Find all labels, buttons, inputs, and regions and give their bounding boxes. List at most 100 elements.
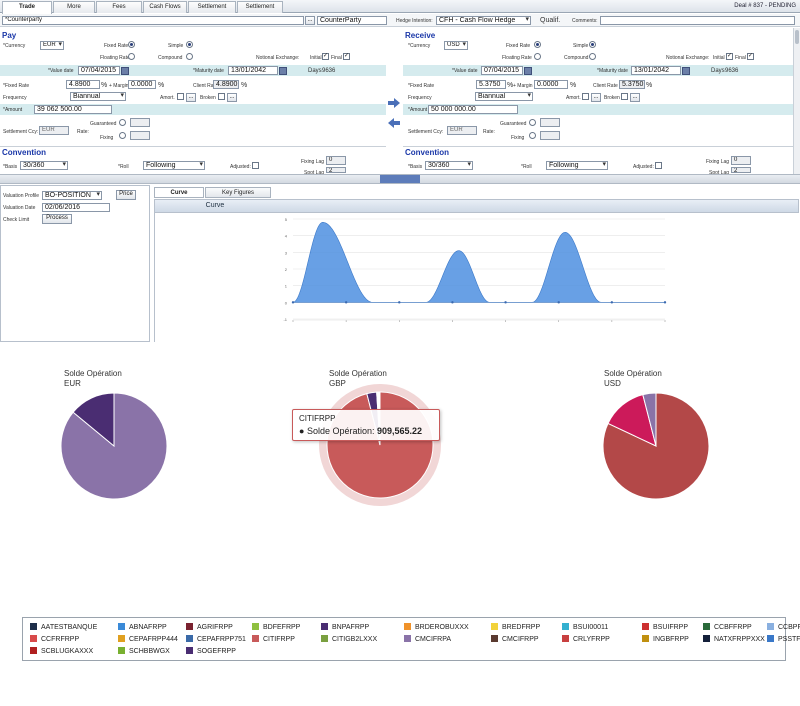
- legend-item[interactable]: CMCIFRPA: [404, 635, 451, 643]
- receive-fixing-radio[interactable]: [529, 132, 536, 139]
- legend-item[interactable]: BSUIFRPP: [642, 623, 688, 631]
- legend-item[interactable]: AGRIFRPP: [186, 623, 233, 631]
- receive-simple-radio[interactable]: [589, 41, 596, 48]
- curve-point[interactable]: [610, 301, 614, 304]
- curve-point[interactable]: [291, 301, 295, 304]
- legend-item[interactable]: INGBFRPP: [642, 635, 689, 643]
- legend-item[interactable]: NATXFRPPXXX: [703, 635, 765, 643]
- tab-cash-flows[interactable]: Cash Flows: [143, 1, 187, 13]
- splitter-handle[interactable]: [380, 175, 420, 183]
- legend-item[interactable]: SCBLUGKAXXX: [30, 647, 93, 655]
- legend-item[interactable]: BNPAFRPP: [321, 623, 369, 631]
- calendar-icon[interactable]: [524, 67, 532, 75]
- legend-item[interactable]: CCFRFRPP: [30, 635, 79, 643]
- pay-broken-checkbox[interactable]: [218, 93, 225, 100]
- pie-slice-natxfrppxxx[interactable]: [72, 392, 115, 448]
- legend-item[interactable]: CEPAFRPP444: [118, 635, 178, 643]
- tab-settlement-flows[interactable]: Settlement Flows: [188, 1, 236, 21]
- legend-item[interactable]: SCHBBWGX: [118, 647, 170, 655]
- receive-fixed-rate-input[interactable]: 5.3750: [476, 80, 506, 89]
- pay-fixed-rate-input[interactable]: 4.8900: [66, 80, 100, 89]
- tab-curve[interactable]: Curve: [154, 187, 204, 198]
- curve-point[interactable]: [504, 301, 507, 304]
- receive-broken-button[interactable]: ...: [630, 93, 640, 102]
- tab-fees[interactable]: Fees: [96, 1, 142, 13]
- receive-amort-button[interactable]: ...: [591, 93, 601, 102]
- pay-broken-button[interactable]: ...: [227, 93, 237, 102]
- legend-item[interactable]: PSSTFRPP: [767, 635, 800, 643]
- receive-broken-checkbox[interactable]: [621, 93, 628, 100]
- tab-key-figures[interactable]: Key Figures: [205, 187, 271, 198]
- receive-amort-checkbox[interactable]: [582, 93, 589, 100]
- curve-point[interactable]: [451, 301, 454, 304]
- legend-item[interactable]: BSUI00011: [562, 623, 608, 631]
- receive-roll-select[interactable]: Following: [546, 161, 608, 170]
- pay-floating-rate-radio[interactable]: [128, 53, 135, 60]
- pie-slice-cmcifrpa[interactable]: [642, 392, 657, 447]
- receive-frequency-select[interactable]: Biannual: [475, 92, 533, 101]
- curve-point[interactable]: [344, 301, 348, 304]
- pie-chart-gbp[interactable]: [318, 383, 442, 507]
- pay-margin-input[interactable]: 0.0000: [128, 80, 156, 89]
- receive-guaranteed-radio[interactable]: [529, 119, 536, 126]
- receive-fixing-lag-input[interactable]: 0: [731, 156, 751, 165]
- receive-spot-lag-input[interactable]: 2: [731, 167, 751, 173]
- receive-value-date-input[interactable]: 07/04/2015: [481, 66, 523, 75]
- calendar-icon[interactable]: [121, 67, 129, 75]
- pay-guaranteed-radio[interactable]: [119, 119, 126, 126]
- receive-basis-select[interactable]: 30/360: [425, 161, 473, 170]
- calendar-icon[interactable]: [682, 67, 690, 75]
- pay-final-checkbox[interactable]: ✓: [343, 53, 350, 60]
- legend-item[interactable]: BDFEFRPP: [252, 623, 300, 631]
- pay-fixed-rate-radio[interactable]: [128, 41, 135, 48]
- legend-item[interactable]: CCBFFRPP: [703, 623, 752, 631]
- legend-item[interactable]: CRLYFRPP: [562, 635, 610, 643]
- pay-simple-radio[interactable]: [186, 41, 193, 48]
- scrollbar-thumb[interactable]: [795, 30, 799, 44]
- legend-item[interactable]: CEPAFRPP751: [186, 635, 246, 643]
- pay-amort-button[interactable]: ...: [186, 93, 196, 102]
- curve-point[interactable]: [398, 301, 401, 304]
- process-button[interactable]: Process: [42, 214, 72, 224]
- pay-basis-select[interactable]: 30/360: [20, 161, 68, 170]
- curve-point[interactable]: [557, 301, 560, 304]
- arrow-left-icon[interactable]: [388, 118, 400, 128]
- pay-roll-select[interactable]: Following: [143, 161, 205, 170]
- receive-final-checkbox[interactable]: ✓: [747, 53, 754, 60]
- pay-amort-checkbox[interactable]: [177, 93, 184, 100]
- calendar-icon[interactable]: [279, 67, 287, 75]
- pay-value-date-input[interactable]: 07/04/2015: [78, 66, 120, 75]
- receive-margin-input[interactable]: 0.0000: [534, 80, 568, 89]
- pay-compound-radio[interactable]: [186, 53, 193, 60]
- legend-item[interactable]: CMCIFRPP: [491, 635, 539, 643]
- splitter[interactable]: [0, 174, 800, 184]
- receive-maturity-input[interactable]: 13/01/2042: [631, 66, 681, 75]
- pay-adjusted-checkbox[interactable]: [252, 162, 259, 169]
- pie-chart-eur[interactable]: [54, 386, 174, 506]
- legend-item[interactable]: AATESTBANQUE: [30, 623, 97, 631]
- receive-fixed-rate-radio[interactable]: [534, 41, 541, 48]
- legend-item[interactable]: BRDEROBUXXX: [404, 623, 469, 631]
- valuation-profile-select[interactable]: BO-POSITION: [42, 191, 102, 200]
- legend-item[interactable]: SOGEFRPP: [186, 647, 236, 655]
- legend-item[interactable]: CCBPFRPPGRE: [767, 623, 800, 631]
- pay-fixing-lag-input[interactable]: 0: [326, 156, 346, 165]
- counterparty-name[interactable]: CounterParty: [317, 16, 387, 25]
- tab-more[interactable]: More: [53, 1, 95, 13]
- comments-input[interactable]: [600, 16, 795, 25]
- tab-trade[interactable]: Trade: [2, 1, 52, 14]
- arrow-right-icon[interactable]: [388, 98, 400, 108]
- curve-point[interactable]: [663, 301, 667, 304]
- pay-spot-lag-input[interactable]: 2: [326, 167, 346, 173]
- counterparty-field[interactable]: *Counterparty: [2, 16, 304, 25]
- receive-compound-radio[interactable]: [589, 53, 596, 60]
- price-button[interactable]: Price: [116, 190, 136, 200]
- legend-item[interactable]: CITIFRPP: [252, 635, 295, 643]
- hedge-select[interactable]: CFH - Cash Flow Hedge: [436, 16, 531, 25]
- receive-floating-rate-radio[interactable]: [534, 53, 541, 60]
- pay-maturity-input[interactable]: 13/01/2042: [228, 66, 278, 75]
- vertical-scrollbar[interactable]: [793, 28, 800, 174]
- valuation-date-input[interactable]: 02/06/2016: [42, 203, 110, 212]
- pay-initial-checkbox[interactable]: ✓: [322, 53, 329, 60]
- receive-initial-checkbox[interactable]: ✓: [726, 53, 733, 60]
